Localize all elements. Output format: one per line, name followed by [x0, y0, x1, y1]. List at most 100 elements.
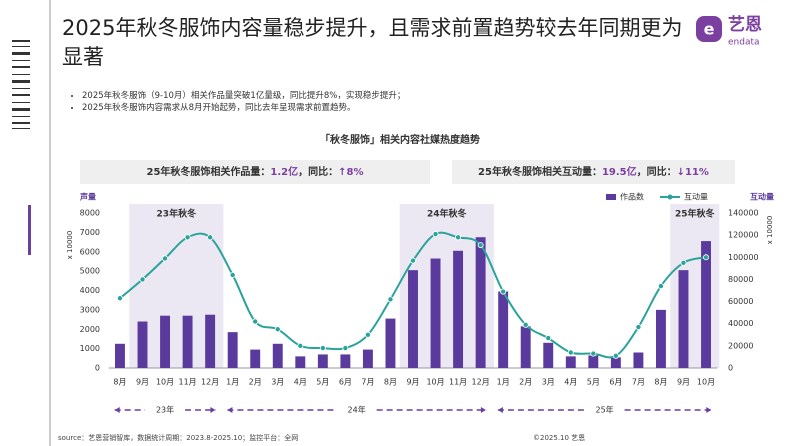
point: [297, 342, 304, 349]
bar: [633, 352, 644, 368]
y-tick-label: 7000: [80, 228, 100, 237]
x-tick-label: 10月: [697, 378, 715, 387]
point: [139, 276, 146, 283]
logo-sub: endata: [728, 38, 760, 48]
point: [409, 257, 416, 264]
stat-text: 25年秋冬服饰相关作品量：1.2亿，同比：↑8%: [147, 165, 364, 178]
y2-tick-label: 20000: [728, 341, 753, 350]
highlight-label: 23年秋冬: [157, 208, 198, 220]
stat-sep: ，同比：: [298, 165, 338, 178]
x-tick-label: 5月: [587, 378, 600, 387]
year-label: 25年: [596, 405, 614, 415]
x-tick-label: 4月: [294, 378, 307, 387]
point: [162, 255, 169, 262]
x-tick-label: 8月: [654, 378, 667, 387]
bar: [520, 326, 531, 368]
x-tick-label: 12月: [472, 378, 490, 387]
x-tick-label: 9月: [136, 378, 149, 387]
stat-sep: ，同比：: [637, 165, 677, 178]
bar: [408, 270, 418, 368]
x-tick-label: 2月: [519, 378, 532, 387]
y2-axis-title: 互动量: [750, 192, 774, 202]
bar: [160, 315, 171, 368]
point: [319, 345, 326, 352]
point: [567, 349, 574, 356]
x-tick-label: 2月: [249, 378, 262, 387]
point: [703, 254, 710, 261]
bar: [430, 258, 441, 368]
y2-tick-label: 40000: [728, 319, 753, 328]
point: [252, 318, 259, 325]
y2-tick-label: 140000: [728, 209, 759, 218]
x-tick-label: 7月: [632, 378, 645, 387]
y-tick-label: 8000: [80, 209, 100, 218]
y-tick-label: 2000: [80, 325, 100, 334]
copyright: ©2025.10 艺恩: [533, 434, 586, 442]
bar: [678, 270, 689, 368]
stat-change: ↓11%: [677, 167, 709, 178]
y-tick-label: 5000: [80, 267, 100, 276]
year-label: 23年: [156, 405, 174, 415]
y-tick-label: 1000: [80, 344, 100, 353]
source: source：艺恩营销智库，数据统计周期：2023.8-2025.10；监控平台…: [58, 434, 299, 442]
x-tick-label: 8月: [113, 378, 126, 387]
bar: [340, 354, 351, 368]
logo-icon: [696, 16, 722, 42]
y2-unit: x 10000: [766, 216, 774, 245]
x-tick-label: 11月: [449, 378, 467, 387]
chart-title: 「秋冬服饰」相关内容社媒热度趋势: [320, 133, 480, 146]
x-tick-label: 1月: [497, 378, 510, 387]
point: [680, 259, 687, 266]
bar: [655, 309, 666, 368]
legend-label: 互动量: [684, 192, 708, 202]
x-tick-label: 9月: [677, 378, 690, 387]
x-tick-label: 3月: [542, 378, 555, 387]
y-axis-title: 声量: [79, 192, 96, 202]
page-title: 2025年秋冬服饰内容量稳步提升，且需求前置趋势较去年同期更为显著: [62, 16, 683, 69]
y-unit: x 10000: [66, 231, 74, 260]
bar: [137, 321, 148, 368]
point: [522, 321, 529, 328]
bullet-list: 2025年秋冬服饰（9-10月）相关作品量突破1亿量级，同比提升8%，实现稳步提…: [70, 90, 405, 114]
point: [500, 288, 507, 295]
logo-name: 艺恩: [728, 14, 762, 35]
x-tick-label: 3月: [271, 378, 284, 387]
stat-box: [80, 160, 430, 184]
y2-tick-label: 100000: [728, 253, 759, 262]
highlight-label: 24年秋冬: [427, 208, 468, 220]
bar: [385, 318, 396, 368]
logo: e 艺恩 endata: [696, 14, 762, 48]
stat-box: [452, 160, 735, 184]
x-tick-label: 11月: [178, 378, 196, 387]
y2-tick-label: 120000: [728, 231, 759, 240]
x-tick-label: 4月: [564, 378, 577, 387]
legend-swatch: [606, 194, 616, 200]
bar: [205, 314, 216, 368]
bar: [610, 357, 621, 368]
stat-text: 25年秋冬服饰相关互动量：: [478, 165, 602, 178]
x-tick-label: 7月: [361, 378, 374, 387]
bar: [588, 355, 599, 368]
bar: [453, 250, 464, 368]
point: [342, 345, 349, 352]
point: [432, 231, 439, 238]
x-tick-label: 6月: [609, 378, 622, 387]
y-tick-label: 6000: [80, 247, 100, 256]
bar: [362, 349, 373, 368]
bar: [115, 343, 125, 368]
x-tick-label: 1月: [226, 378, 239, 387]
bar: [498, 291, 509, 368]
bullet: 2025年秋冬服饰（9-10月）相关作品量突破1亿量级，同比提升8%，实现稳步提…: [82, 90, 405, 102]
point: [590, 350, 597, 357]
point: [207, 234, 214, 241]
y2-tick-label: 0: [728, 364, 733, 373]
highlight-label: 25年秋冬: [675, 208, 716, 220]
x-tick-label: 10月: [156, 378, 174, 387]
x-tick-label: 8月: [384, 378, 397, 387]
bar: [295, 356, 306, 368]
bar: [272, 343, 283, 368]
stat-value: 19.5亿: [602, 165, 637, 178]
point: [274, 326, 281, 333]
